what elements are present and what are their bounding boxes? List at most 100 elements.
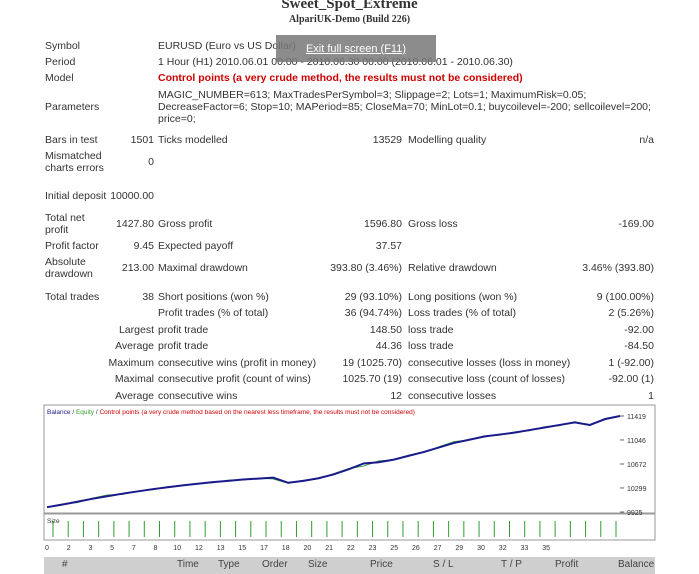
stat-label: Gross loss [408, 218, 458, 230]
stat-value: -92.00 (1) [608, 373, 654, 385]
stat-label: Expected payoff [158, 240, 234, 252]
x-label: 13 [217, 545, 225, 552]
y-tick-label: 11046 [627, 438, 646, 445]
stat-value: 13529 [372, 134, 402, 146]
stat-value: 9 (100.00%) [596, 291, 654, 303]
stat-value: -84.50 [624, 340, 654, 352]
stat-value: 1427.80 [116, 218, 154, 230]
balance-chart: Balance / Equity / Control points (a ver… [43, 404, 656, 552]
stat-value: 0 [148, 156, 154, 168]
parameter-line: MAGIC_NUMBER=613; MaxTradesPerSymbol=3; … [158, 89, 587, 101]
stat-label: Maximal drawdown [158, 262, 248, 274]
y-tick-label: 9925 [627, 510, 643, 517]
x-label: 0 [45, 545, 49, 552]
stat-label: Relative drawdown [408, 262, 497, 274]
legend-equity: Equity [76, 409, 95, 416]
exit-fullscreen-button[interactable]: Exit full screen (F11) [276, 35, 436, 62]
stat-label: Mismatched charts errors [45, 150, 104, 174]
balance-line [46, 415, 621, 509]
x-label: 21 [325, 545, 333, 552]
stat-label: consecutive loss (count of losses) [408, 373, 565, 385]
legend-note: Control points (a very crude method base… [99, 409, 414, 416]
stat-label: consecutive wins (profit in money) [158, 357, 317, 369]
info-value: EURUSD (Euro vs US Dollar) [158, 40, 296, 52]
legend-balance: Balance [47, 409, 71, 416]
stat-value: 1501 [130, 134, 154, 146]
stat-label: consecutive losses [408, 390, 497, 402]
table-header-cell: Type [218, 559, 240, 570]
x-label: 5 [110, 545, 114, 552]
stat-label: Profit factor [45, 240, 99, 252]
x-label: 10 [173, 545, 181, 552]
stat-value: Largest [118, 324, 154, 336]
x-label: 3 [88, 545, 92, 552]
stat-value: 9.45 [133, 240, 154, 252]
stat-label: profit trade [158, 340, 209, 352]
x-label: 25 [390, 545, 398, 552]
stat-label: Bars in test [45, 134, 98, 146]
parameter-line: DecreaseFactor=6; Stop=10; MAPeriod=85; … [158, 101, 651, 113]
report-subtitle: AlpariUK-Demo (Build 226) [288, 14, 411, 25]
x-label: 2 [67, 545, 71, 552]
stat-label: Absolute drawdown [45, 256, 93, 280]
stat-value: 213.00 [121, 262, 154, 274]
table-header-cell: Profit [555, 559, 579, 570]
x-label: 20 [304, 545, 312, 552]
table-header-cell: Size [308, 559, 328, 570]
stat-value: Average [115, 340, 154, 352]
x-label: 29 [455, 545, 463, 552]
stat-value: 37.57 [375, 240, 402, 252]
table-header-cell: Price [370, 559, 393, 570]
table-header-bar [44, 557, 655, 574]
info-value: Control points (a very crude method, the… [158, 72, 523, 84]
stat-value: 148.50 [369, 324, 402, 336]
x-label: 32 [499, 545, 507, 552]
stat-value: 1596.80 [364, 218, 402, 230]
stat-value: 12 [390, 390, 402, 402]
legend-separator: / [72, 409, 74, 416]
stat-label: Initial deposit [45, 190, 107, 202]
stat-label: consecutive losses (loss in money) [408, 357, 571, 369]
table-header-cell: Order [262, 559, 288, 570]
stat-label: Short positions (won %) [158, 291, 269, 303]
stat-value: 29 (93.10%) [344, 291, 402, 303]
info-label: Period [45, 56, 76, 68]
stat-value: n/a [639, 134, 654, 146]
stat-label: Ticks modelled [158, 134, 228, 146]
stat-value: Maximal [114, 373, 154, 385]
table-header-cell: S / L [433, 559, 454, 570]
stat-value: 38 [142, 291, 154, 303]
stat-label: Total trades [45, 291, 100, 303]
x-label: 33 [521, 545, 529, 552]
legend-separator: / [96, 409, 98, 416]
stat-value: 36 (94.74%) [344, 307, 402, 319]
stat-label: Long positions (won %) [408, 291, 518, 303]
x-label: 30 [477, 545, 485, 552]
y-tick-label: 11419 [627, 414, 646, 421]
stat-value: -92.00 [624, 324, 654, 336]
x-label: 26 [412, 545, 420, 552]
x-label: 23 [369, 545, 377, 552]
stat-label: loss trade [408, 340, 454, 352]
x-label: 17 [260, 545, 268, 552]
y-tick-label: 10672 [627, 462, 647, 469]
chart-frame [43, 404, 656, 514]
stat-label: Total net profit [45, 212, 85, 236]
stat-value: 393.80 (3.46%) [330, 262, 402, 274]
stat-value: 1 [648, 390, 654, 402]
size-label: Size [47, 518, 60, 525]
x-label: 18 [282, 545, 290, 552]
stat-label: Modelling quality [408, 134, 487, 146]
stat-label: consecutive wins [158, 390, 238, 402]
stat-label: loss trade [408, 324, 454, 336]
info-label: Model [45, 72, 74, 84]
info-label: Symbol [45, 40, 81, 52]
x-label: 27 [434, 545, 442, 552]
table-header-cell: Balance [618, 559, 655, 570]
x-label: 12 [195, 545, 203, 552]
x-label: 8 [154, 545, 158, 552]
x-label: 22 [347, 545, 355, 552]
stat-label: consecutive profit (count of wins) [158, 373, 311, 385]
stat-value: 3.46% (393.80) [582, 262, 654, 274]
